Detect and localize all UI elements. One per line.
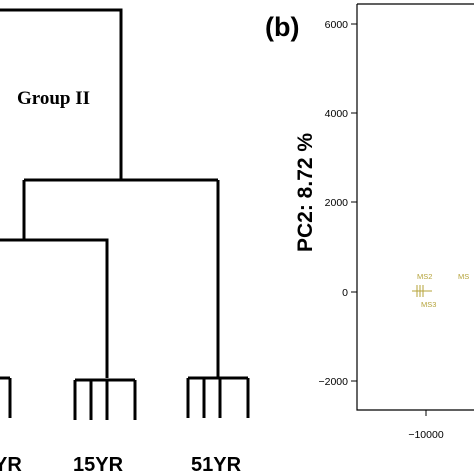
leaf-label-15yr: 15YR [73,454,124,474]
point-label-ms3: MS3 [421,300,436,309]
panel-label-b: (b) [265,12,299,42]
y-tick-label: −2000 [319,376,349,388]
leaf-group-51yr [186,376,250,418]
dendrogram-top-branch [0,8,123,180]
y-tick-label: 2000 [325,197,349,209]
y-tick-label: 0 [342,287,348,299]
dendrogram [0,8,250,420]
y-axis [351,23,357,382]
dendrogram-sub-join [0,238,109,378]
y-tick-label: 6000 [325,19,349,31]
leaf-group-15yr [73,378,137,420]
point-label-ms2: MS2 [417,272,432,281]
point-label-ms: MS [458,272,469,281]
scatter-points [412,285,432,297]
leaf-label-51yr: 51YR [191,454,242,474]
group-label: Group II [17,88,90,109]
leaf-label-yr: YR [0,454,22,474]
y-axis-label: PC2: 8.72 % [294,133,317,252]
leaf-group-yr [0,376,12,418]
x-tick-label: −10000 [408,429,443,441]
y-tick-label: 4000 [325,108,349,120]
plot-frame [356,3,474,411]
dendrogram-main-join [22,178,220,378]
